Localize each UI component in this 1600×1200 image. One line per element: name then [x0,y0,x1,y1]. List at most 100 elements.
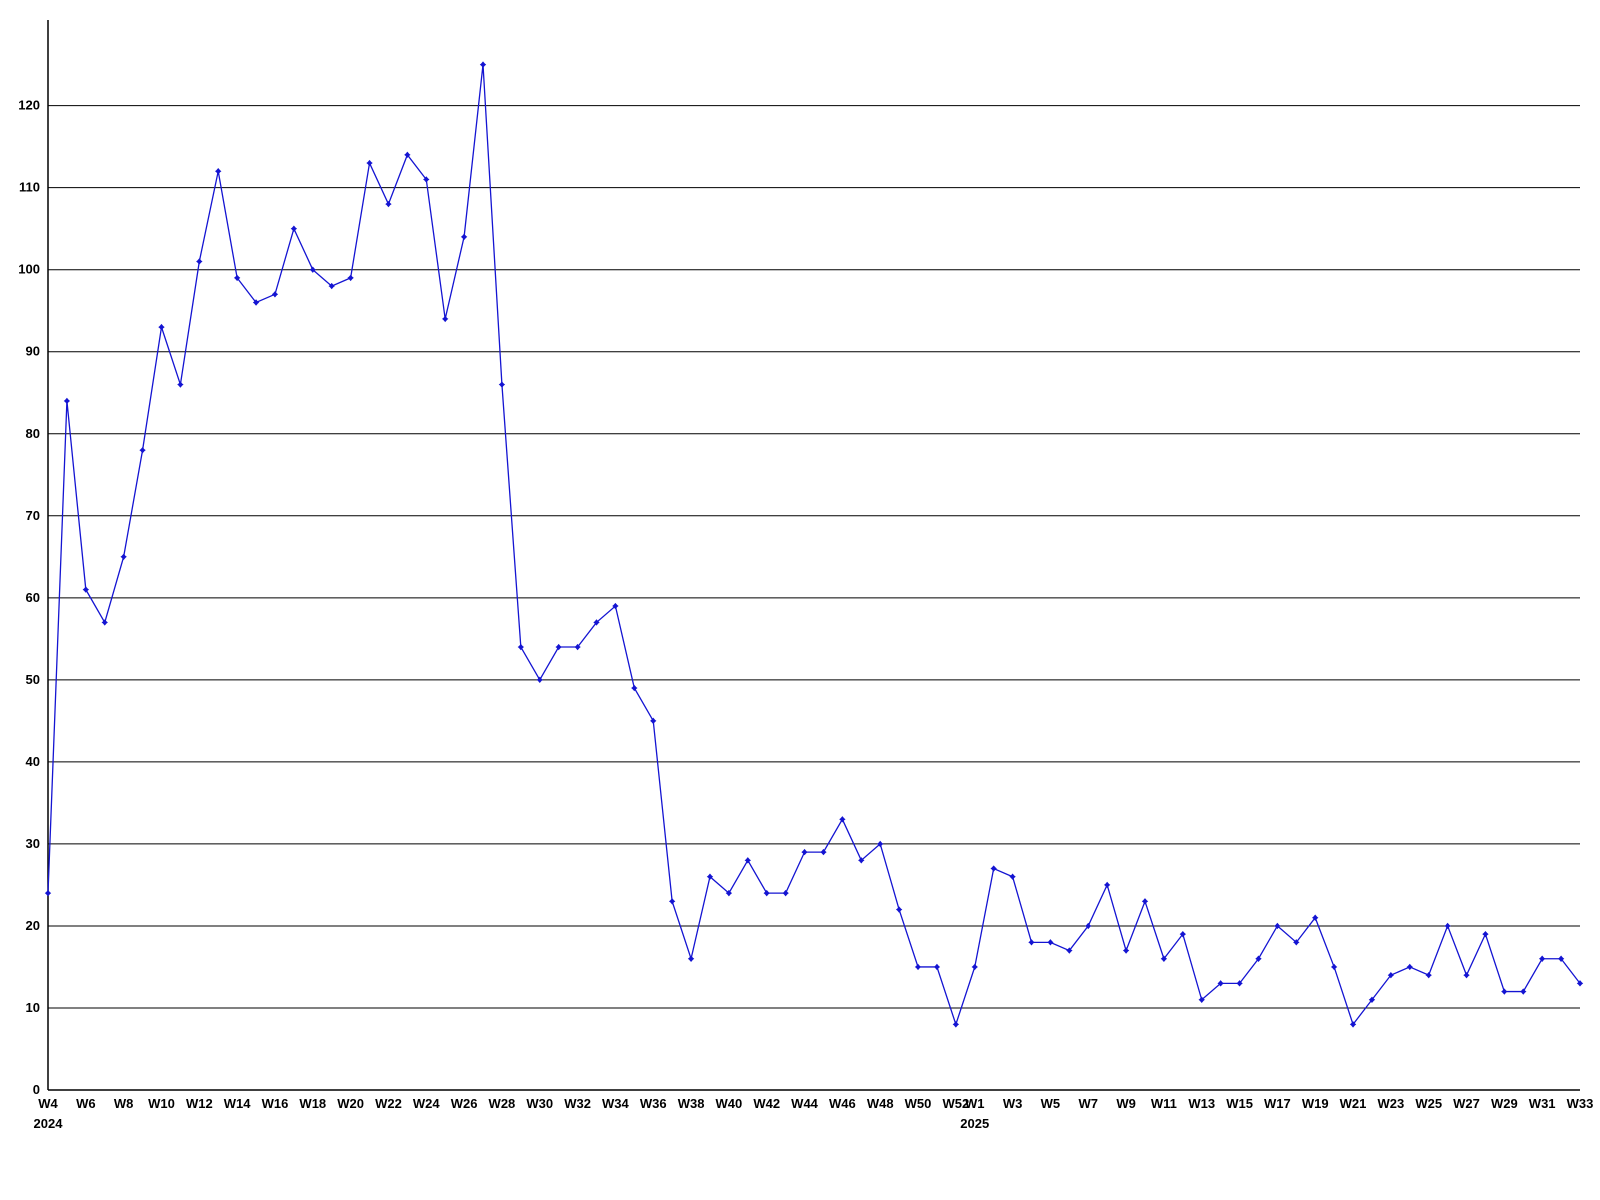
data-point-marker[interactable] [1501,988,1507,994]
data-point-marker[interactable] [650,718,656,724]
x-axis-tick-label: W21 [1340,1096,1367,1111]
data-point-marker[interactable] [669,898,675,904]
data-point-marker[interactable] [1444,923,1450,929]
data-point-marker[interactable] [782,890,788,896]
data-point-marker[interactable] [272,291,278,297]
chart-container: 0 10 20 30 40 50 60 70 80 90 100 110 120 W4 W6 W8 W10 W12… [0,0,1600,1200]
x-axis-tick-label: W23 [1377,1096,1404,1111]
y-axis-tick-label: 30 [26,836,40,851]
data-point-marker[interactable] [1123,947,1129,953]
x-axis-tick-label: W22 [375,1096,402,1111]
x-axis-tick-label: W9 [1116,1096,1136,1111]
data-point-marker[interactable] [555,644,561,650]
data-point-marker[interactable] [972,964,978,970]
data-point-marker[interactable] [631,685,637,691]
data-point-marker[interactable] [1028,939,1034,945]
data-point-marker[interactable] [1482,931,1488,937]
data-point-marker[interactable] [347,275,353,281]
x-axis-tick-label: W16 [262,1096,289,1111]
data-point-marker[interactable] [764,890,770,896]
data-point-marker[interactable] [896,906,902,912]
x-axis-tick-label: W20 [337,1096,364,1111]
x-axis-tick-label: W10 [148,1096,175,1111]
x-axis-tick-label: W32 [564,1096,591,1111]
x-axis-tick-label: W29 [1491,1096,1518,1111]
data-point-marker[interactable] [158,324,164,330]
x-axis-tick-label: W48 [867,1096,894,1111]
data-point-marker[interactable] [499,381,505,387]
y-axis-tick-label: 40 [26,754,40,769]
data-point-marker[interactable] [820,849,826,855]
data-point-marker[interactable] [385,201,391,207]
data-point-marker[interactable] [120,554,126,560]
data-point-marker[interactable] [1331,964,1337,970]
y-axis-tick-label: 110 [19,180,40,195]
x-axis-tick-label: W19 [1302,1096,1329,1111]
y-axis-tick-label: 10 [26,1000,40,1015]
data-point-marker[interactable] [1142,898,1148,904]
data-point-marker[interactable] [461,234,467,240]
x-axis-tick-label: W28 [489,1096,516,1111]
data-series-line[interactable] [48,65,1580,1025]
data-point-marker[interactable] [1104,882,1110,888]
data-point-marker[interactable] [1463,972,1469,978]
data-point-marker[interactable] [45,890,51,896]
data-point-marker[interactable] [934,964,940,970]
data-point-marker[interactable] [1539,956,1545,962]
data-point-marker[interactable] [196,258,202,264]
y-axis-tick-label: 50 [26,672,40,687]
x-axis-tick-label: W31 [1529,1096,1556,1111]
data-point-marker[interactable] [366,160,372,166]
x-axis-tick-label: W5 [1041,1096,1061,1111]
x-axis-tick-label: W46 [829,1096,856,1111]
data-point-marker[interactable] [1407,964,1413,970]
y-axis-tick-label: 0 [33,1082,40,1097]
data-point-marker[interactable] [1047,939,1053,945]
data-point-marker[interactable] [518,644,524,650]
data-point-marker[interactable] [83,586,89,592]
data-point-marker[interactable] [990,865,996,871]
x-axis-tick-label: W42 [753,1096,780,1111]
x-axis-tick-label: W12 [186,1096,213,1111]
x-axis-tick-label: W17 [1264,1096,1291,1111]
y-axis-tick-label: 20 [26,918,40,933]
data-point-marker[interactable] [102,619,108,625]
x-axis-tick-label: W33 [1567,1096,1594,1111]
x-axis-tick-label: W40 [716,1096,743,1111]
x-axis-tick-label: W14 [224,1096,252,1111]
data-point-marker[interactable] [64,398,70,404]
data-point-marker[interactable] [1009,874,1015,880]
y-axis-tick-label: 120 [18,98,40,113]
data-point-marker[interactable] [839,816,845,822]
x-axis-tick-label: W50 [905,1096,932,1111]
x-axis-tick-label: W3 [1003,1096,1023,1111]
data-point-marker[interactable] [291,225,297,231]
data-point-marker[interactable] [801,849,807,855]
x-axis-tick-label: W7 [1078,1096,1098,1111]
data-point-marker[interactable] [442,316,448,322]
x-axis-tick-label: W36 [640,1096,667,1111]
y-axis-tick-label: 70 [26,508,40,523]
x-axis-tick-label: W30 [526,1096,553,1111]
data-point-marker[interactable] [1425,972,1431,978]
data-point-marker[interactable] [537,677,543,683]
data-point-marker[interactable] [177,381,183,387]
x-axis-tick-label: W11 [1151,1096,1177,1111]
data-point-marker[interactable] [215,168,221,174]
y-axis-tick-label: 90 [26,344,40,359]
data-point-marker[interactable] [480,61,486,67]
data-point-marker[interactable] [1520,988,1526,994]
x-axis-tick-label: W8 [114,1096,134,1111]
y-axis-tick-label: 80 [26,426,40,441]
data-point-marker[interactable] [915,964,921,970]
data-point-marker[interactable] [953,1021,959,1027]
x-axis-tick-label: W26 [451,1096,478,1111]
data-point-marker[interactable] [139,447,145,453]
data-point-marker[interactable] [745,857,751,863]
x-axis-tick-label: W44 [791,1096,819,1111]
x-axis-tick-label: W25 [1415,1096,1442,1111]
x-axis-tick-label: W13 [1188,1096,1215,1111]
data-point-marker[interactable] [688,956,694,962]
x-axis-tick-label: W15 [1226,1096,1253,1111]
line-chart-svg: 0102030405060708090100110120W4 W6 W8 W10 W12… [0,0,1600,1200]
